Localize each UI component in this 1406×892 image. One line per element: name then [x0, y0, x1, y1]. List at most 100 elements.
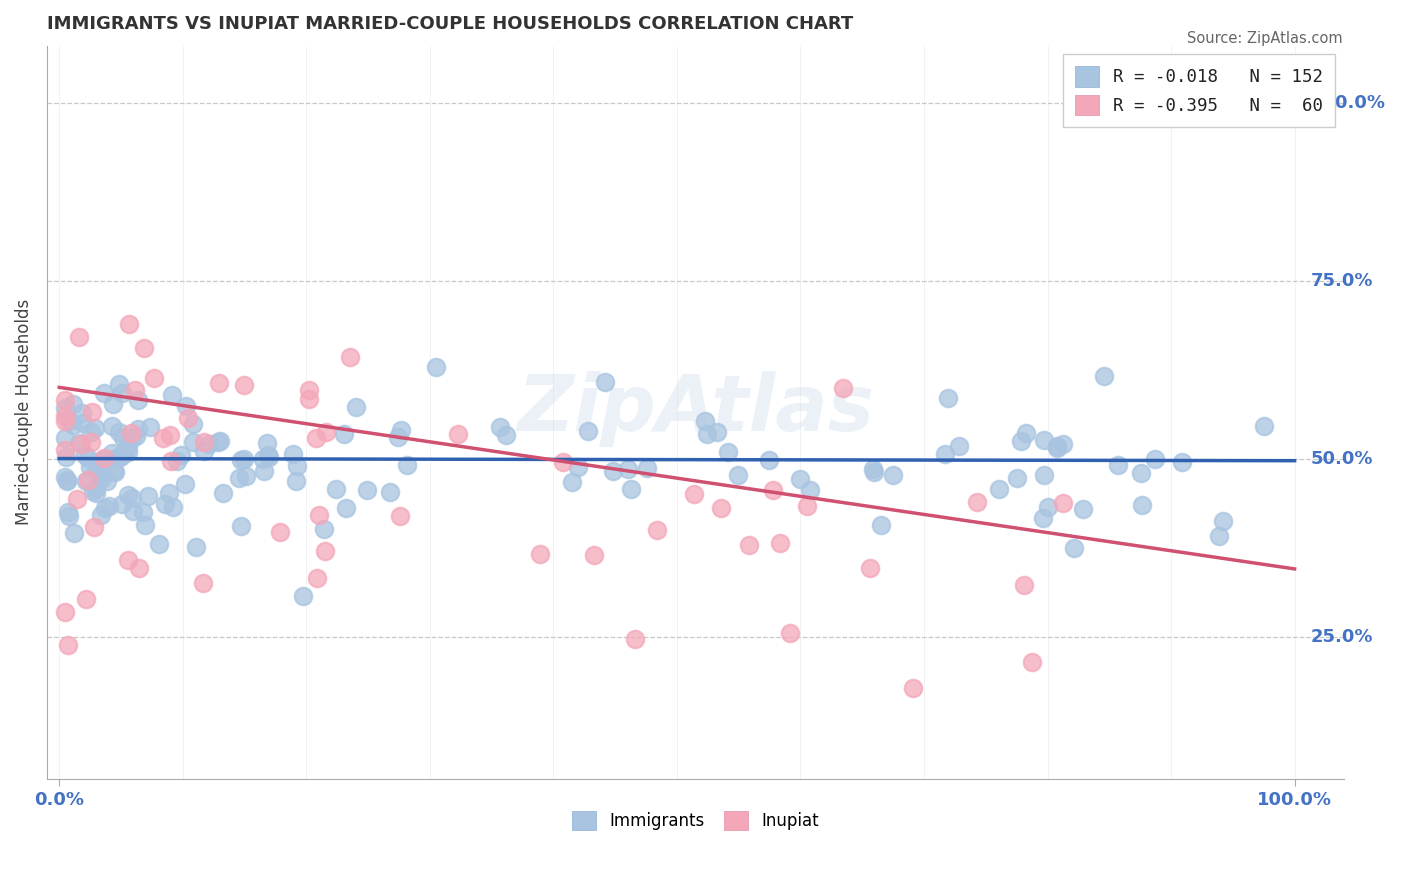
- Point: [799, 483, 821, 498]
- Point: [103, 397, 125, 411]
- Point: [936, 391, 959, 405]
- Point: [307, 570, 329, 584]
- Point: [620, 483, 643, 497]
- Point: [83, 420, 105, 434]
- Point: [1052, 437, 1074, 451]
- Point: [344, 400, 367, 414]
- Point: [696, 427, 718, 442]
- Point: [882, 467, 904, 482]
- Point: [1107, 458, 1129, 473]
- Point: [1032, 511, 1054, 525]
- Point: [387, 430, 409, 444]
- Point: [710, 500, 733, 515]
- Point: [170, 448, 193, 462]
- Point: [84, 481, 107, 495]
- Point: [645, 523, 668, 537]
- Point: [314, 544, 336, 558]
- Point: [108, 450, 131, 465]
- Point: [1005, 471, 1028, 485]
- Point: [128, 561, 150, 575]
- Point: [103, 463, 125, 477]
- Point: [235, 468, 257, 483]
- Point: [717, 445, 740, 459]
- Point: [157, 486, 180, 500]
- Point: [101, 446, 124, 460]
- Point: [1046, 442, 1069, 456]
- Point: [602, 464, 624, 478]
- Point: [114, 446, 136, 460]
- Point: [232, 451, 254, 466]
- Point: [901, 681, 924, 695]
- Point: [55, 409, 77, 424]
- Point: [121, 431, 143, 445]
- Point: [1021, 655, 1043, 669]
- Point: [124, 383, 146, 397]
- Point: [79, 459, 101, 474]
- Point: [134, 518, 156, 533]
- Point: [762, 483, 785, 497]
- Point: [56, 473, 79, 487]
- Point: [779, 626, 801, 640]
- Point: [80, 435, 103, 450]
- Point: [67, 330, 90, 344]
- Point: [83, 519, 105, 533]
- Point: [1130, 466, 1153, 480]
- Legend: Immigrants, Inupiat: Immigrants, Inupiat: [565, 804, 825, 837]
- Point: [110, 449, 132, 463]
- Point: [75, 592, 97, 607]
- Point: [117, 553, 139, 567]
- Point: [181, 417, 204, 431]
- Point: [67, 435, 90, 450]
- Point: [121, 504, 143, 518]
- Point: [82, 483, 104, 498]
- Point: [292, 590, 315, 604]
- Point: [312, 522, 335, 536]
- Point: [90, 466, 112, 480]
- Point: [55, 450, 77, 465]
- Y-axis label: Married-couple Households: Married-couple Households: [15, 299, 32, 525]
- Text: Source: ZipAtlas.com: Source: ZipAtlas.com: [1187, 31, 1343, 46]
- Point: [90, 508, 112, 523]
- Point: [166, 454, 188, 468]
- Point: [305, 431, 328, 445]
- Point: [231, 519, 253, 533]
- Point: [1092, 369, 1115, 384]
- Point: [1032, 434, 1054, 448]
- Point: [859, 560, 882, 574]
- Point: [193, 435, 215, 450]
- Point: [111, 385, 134, 400]
- Point: [75, 474, 97, 488]
- Point: [162, 500, 184, 514]
- Point: [98, 499, 121, 513]
- Point: [77, 451, 100, 466]
- Point: [84, 462, 107, 476]
- Point: [193, 443, 215, 458]
- Point: [553, 454, 575, 468]
- Point: [1144, 451, 1167, 466]
- Point: [396, 458, 419, 472]
- Text: 25.0%: 25.0%: [1310, 628, 1374, 646]
- Point: [315, 425, 337, 439]
- Point: [177, 411, 200, 425]
- Point: [58, 414, 80, 428]
- Point: [148, 537, 170, 551]
- Point: [948, 439, 970, 453]
- Point: [769, 536, 792, 550]
- Point: [127, 392, 149, 407]
- Point: [567, 459, 589, 474]
- Point: [285, 458, 308, 473]
- Point: [173, 477, 195, 491]
- Point: [298, 392, 321, 407]
- Point: [55, 414, 77, 428]
- Point: [269, 525, 291, 540]
- Point: [127, 422, 149, 436]
- Point: [94, 500, 117, 515]
- Point: [55, 443, 77, 458]
- Point: [495, 428, 517, 442]
- Point: [727, 468, 749, 483]
- Point: [576, 425, 599, 439]
- Point: [966, 495, 988, 509]
- Point: [152, 431, 174, 445]
- Text: IMMIGRANTS VS INUPIAT MARRIED-COUPLE HOUSEHOLDS CORRELATION CHART: IMMIGRANTS VS INUPIAT MARRIED-COUPLE HOU…: [46, 15, 853, 33]
- Point: [1063, 541, 1085, 555]
